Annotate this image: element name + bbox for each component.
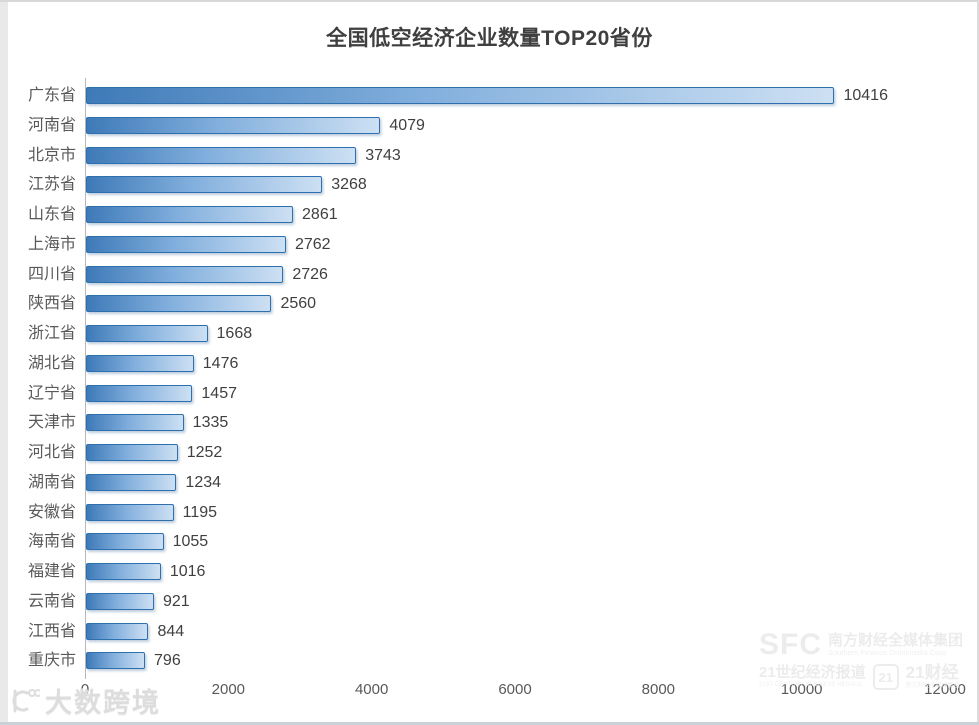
value-label: 1335 [192,414,229,432]
chart-row: 云南省 921 [0,587,979,617]
x-tick-label: 8000 [641,681,676,698]
bar [86,176,323,194]
x-tick-label: 2000 [211,681,246,698]
chart-row: 上海市 2762 [0,230,979,260]
x-tick-label: 12000 [924,681,966,698]
chart-row: 安徽省 1195 [0,498,979,528]
category-label: 山东省 [27,206,76,223]
chart-row: 山东省 2861 [0,200,979,230]
value-label: 4079 [389,116,425,134]
chart-row: 浙江省 1668 [0,319,979,349]
chart-row: 辽宁省 1457 [0,379,979,409]
value-label: 921 [163,592,190,610]
category-label: 云南省 [27,592,76,610]
value-label: 796 [154,652,181,670]
category-label: 湖南省 [27,473,76,491]
value-label: 1055 [172,533,209,551]
bar [86,622,149,640]
bar [86,444,178,461]
chart-row: 河南省 4079 [0,111,979,141]
category-label: 重庆市 [27,652,76,670]
chart-row: 天津市 1335 [0,408,979,438]
bar [86,325,208,342]
bar [86,87,835,104]
category-label: 上海市 [27,235,76,253]
bar [86,503,174,521]
category-label: 海南省 [27,533,76,551]
bar-rows: 广东省 10416 河南省 4079 北京市 3743 江苏省 3268 山东省 2861 上海市 2… [0,81,979,676]
value-label: 3743 [365,146,401,164]
chart-row: 湖北省 1476 [0,349,979,379]
category-label: 安徽省 [27,503,76,521]
category-label: 广东省 [27,87,76,104]
chart-title: 全国低空经济企业数量TOP20省份 [326,27,653,50]
category-label: 河北省 [27,444,76,461]
value-label: 1234 [185,473,222,491]
chart-row: 福建省 1016 [0,557,979,587]
chart-row: 海南省 1055 [0,527,979,557]
bar [86,206,294,223]
bar [86,235,286,253]
x-tick-label: 6000 [498,681,532,698]
value-label: 3268 [331,176,367,194]
category-label: 陕西省 [27,295,76,313]
page-left-strip [0,0,8,725]
page-right-border [977,0,979,725]
bar [86,295,272,313]
chart-row: 重庆市 796 [0,646,979,676]
value-label: 1668 [216,325,253,342]
value-label: 1457 [201,384,237,402]
bar [86,116,381,134]
category-label: 江西省 [27,622,76,640]
chart-row: 陕西省 2560 [0,289,979,319]
value-label: 1195 [182,503,218,521]
category-label: 福建省 [27,563,76,580]
value-label: 2560 [280,295,317,313]
value-label: 1252 [186,444,223,461]
page-bottom-border [0,722,979,725]
bar [86,265,284,283]
bar [86,473,177,491]
category-label: 湖北省 [27,354,76,372]
value-label: 844 [157,622,185,640]
x-tick-label: 10000 [780,681,823,698]
value-label: 1476 [202,354,239,372]
category-label: 浙江省 [27,325,76,342]
category-label: 天津市 [27,414,76,432]
bar [86,354,194,372]
category-label: 江苏省 [27,176,76,194]
bar [86,414,184,432]
bar [86,563,161,580]
category-label: 北京市 [27,146,76,164]
value-label: 2726 [292,265,328,283]
value-label: 1016 [169,563,206,580]
value-label: 2762 [294,235,331,253]
bar [86,146,357,164]
chart-row: 江西省 844 [0,617,979,647]
bar [86,384,193,402]
bar [86,533,164,551]
value-label: 2861 [302,206,338,223]
x-tick-label: 4000 [354,681,389,698]
chart-row: 广东省 10416 [0,81,979,111]
bar [86,592,154,610]
chart-row: 湖南省 1234 [0,468,979,498]
chart-row: 江苏省 3268 [0,170,979,200]
chart-row: 河北省 1252 [0,438,979,468]
x-axis-ticks: 0 2000 4000 6000 8000 10000 12000 [0,681,979,701]
category-label: 辽宁省 [27,384,76,402]
category-label: 河南省 [27,116,76,134]
value-label: 10416 [843,87,888,104]
chart-row: 四川省 2726 [0,260,979,290]
chart-row: 北京市 3743 [0,141,979,171]
page-top-border [0,0,979,2]
bar [86,652,146,670]
y-axis-line [85,78,86,679]
category-label: 四川省 [27,265,76,283]
x-tick-label: 0 [80,681,90,698]
